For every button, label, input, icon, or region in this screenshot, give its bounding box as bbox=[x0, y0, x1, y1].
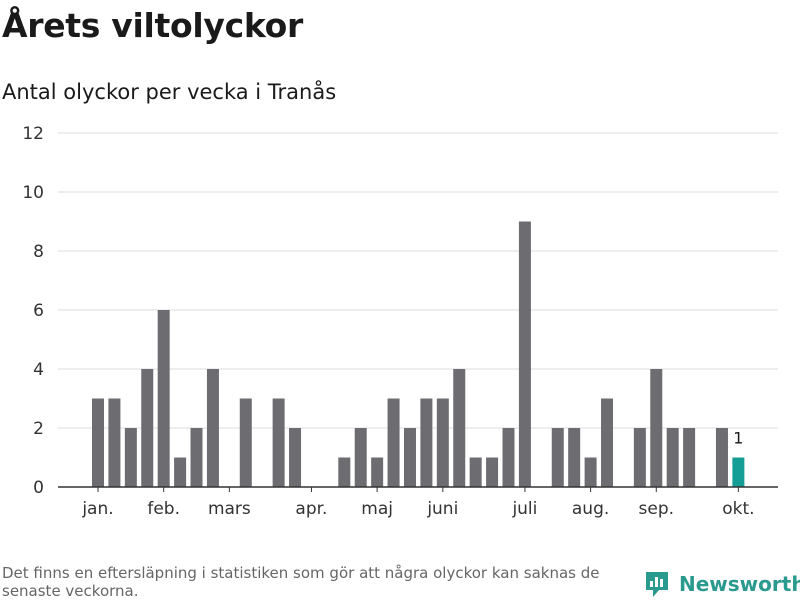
bar bbox=[124, 428, 137, 487]
data-label: 1 bbox=[733, 429, 743, 448]
newsworthy-icon bbox=[646, 572, 668, 597]
x-tick-label: sep. bbox=[639, 499, 675, 519]
bar bbox=[601, 398, 614, 487]
bar bbox=[518, 221, 531, 487]
bar bbox=[174, 457, 187, 487]
bar bbox=[568, 428, 581, 487]
y-tick-label: 6 bbox=[33, 301, 44, 321]
bar bbox=[420, 398, 433, 487]
chart-title: Årets viltolyckor bbox=[2, 6, 303, 45]
y-tick-label: 12 bbox=[22, 124, 44, 144]
x-tick-label: juni bbox=[426, 499, 458, 519]
y-tick-label: 0 bbox=[33, 478, 44, 498]
x-tick-label: jan. bbox=[81, 499, 113, 519]
bar bbox=[666, 428, 679, 487]
bar bbox=[108, 398, 121, 487]
bar bbox=[190, 428, 203, 487]
y-tick-label: 2 bbox=[33, 419, 44, 439]
bar bbox=[387, 398, 400, 487]
chart-subtitle: Antal olyckor per vecka i Tranås bbox=[2, 80, 337, 104]
bar bbox=[436, 398, 449, 487]
x-tick-label: mars bbox=[208, 499, 251, 519]
bar-chart: 0 2 4 6 8 10 12 1 jan. feb. mars apr. maj juni juli aug… bbox=[22, 124, 778, 519]
bar bbox=[650, 369, 663, 487]
bar bbox=[403, 428, 416, 487]
y-tick-label: 4 bbox=[33, 360, 44, 380]
newsworthy-logo[interactable]: Newsworthy bbox=[644, 570, 800, 598]
bar bbox=[272, 398, 285, 487]
bar bbox=[157, 310, 170, 487]
brand-name: Newsworthy bbox=[679, 572, 800, 596]
x-tick-label: apr. bbox=[295, 499, 327, 519]
bar bbox=[683, 428, 696, 487]
x-tick-label: maj bbox=[361, 499, 393, 519]
x-tick-label: aug. bbox=[572, 499, 609, 519]
bar bbox=[486, 457, 499, 487]
bar bbox=[469, 457, 482, 487]
x-tick-label: juli bbox=[511, 499, 537, 519]
bar bbox=[502, 428, 515, 487]
bar bbox=[371, 457, 384, 487]
x-tick-label: feb. bbox=[147, 499, 180, 519]
bar bbox=[551, 428, 564, 487]
x-tick-label: okt. bbox=[722, 499, 754, 519]
bar bbox=[239, 398, 252, 487]
footnote: Det finns en eftersläpning i statistiken… bbox=[2, 564, 600, 600]
bar bbox=[141, 369, 154, 487]
bar bbox=[584, 457, 597, 487]
bar bbox=[633, 428, 646, 487]
y-tick-label: 8 bbox=[33, 242, 44, 262]
bar bbox=[354, 428, 367, 487]
bar bbox=[453, 369, 466, 487]
highlighted-bar bbox=[732, 457, 745, 487]
y-tick-label: 10 bbox=[22, 183, 44, 203]
bar bbox=[289, 428, 302, 487]
bar bbox=[715, 428, 728, 487]
bar bbox=[338, 457, 351, 487]
bar bbox=[92, 398, 104, 487]
bar bbox=[206, 369, 219, 487]
